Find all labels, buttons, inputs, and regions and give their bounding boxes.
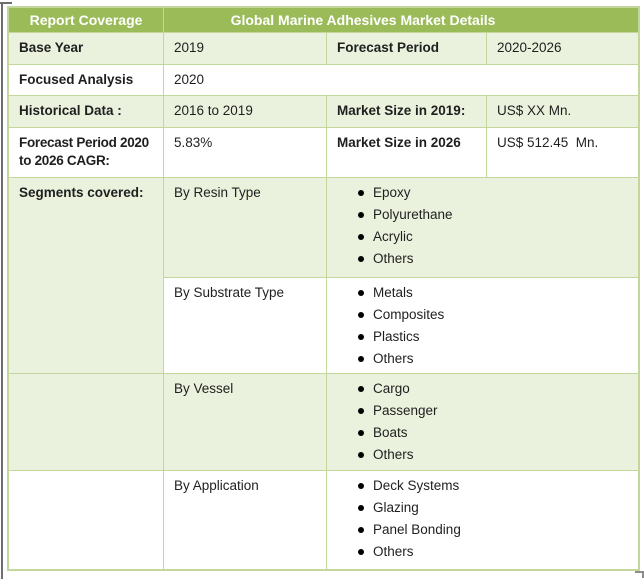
label-segments-covered: Segments covered:	[9, 178, 163, 373]
bullet-item: Panel Bonding	[327, 521, 638, 539]
table-resize-handle-icon	[635, 571, 644, 578]
value-focused-analysis: 2020	[164, 65, 638, 95]
bullet-item: Others	[327, 350, 638, 368]
segment-items-application: Deck Systems Glazing Panel Bonding Other…	[327, 471, 638, 569]
value-base-year: 2019	[164, 33, 326, 64]
bullet-item: Epoxy	[327, 184, 638, 202]
bullet-item: Others	[327, 250, 638, 268]
label-focused-analysis: Focused Analysis	[9, 65, 163, 95]
segments-empty-cell	[9, 374, 163, 470]
bullet-item: Polyurethane	[327, 206, 638, 224]
value-market-size-2026: US$ 512.45 Mn.	[487, 128, 638, 177]
label-forecast-period: Forecast Period	[327, 33, 486, 64]
bullet-item: Metals	[327, 284, 638, 302]
segment-category-vessel: By Vessel	[164, 374, 326, 470]
segment-category-resin-type: By Resin Type	[164, 178, 326, 277]
bullet-item: Deck Systems	[327, 477, 638, 495]
bullet-list: Deck Systems Glazing Panel Bonding Other…	[327, 477, 638, 561]
bullet-item: Others	[327, 446, 638, 464]
bullet-item: Boats	[327, 424, 638, 442]
segment-items-resin-type: Epoxy Polyurethane Acrylic Others	[327, 178, 638, 277]
segment-items-substrate-type: Metals Composites Plastics Others	[327, 278, 638, 373]
page-left-edge-line	[1, 2, 3, 579]
bullet-list: Metals Composites Plastics Others	[327, 284, 638, 368]
value-market-size-2019: US$ XX Mn.	[487, 96, 638, 127]
label-market-size-2019: Market Size in 2019:	[327, 96, 486, 127]
segment-category-application: By Application	[164, 471, 326, 569]
segments-empty-cell	[9, 471, 163, 569]
header-table-title: Global Marine Adhesives Market Details	[164, 8, 638, 32]
bullet-item: Cargo	[327, 380, 638, 398]
bullet-list: Cargo Passenger Boats Others	[327, 380, 638, 464]
value-historical-data: 2016 to 2019	[164, 96, 326, 127]
label-historical-data: Historical Data :	[9, 96, 163, 127]
value-cagr: 5.83%	[164, 128, 326, 177]
segment-items-vessel: Cargo Passenger Boats Others	[327, 374, 638, 470]
value-forecast-period: 2020-2026	[487, 33, 638, 64]
bullet-item: Passenger	[327, 402, 638, 420]
bullet-item: Composites	[327, 306, 638, 324]
header-report-coverage: Report Coverage	[9, 8, 163, 32]
segment-category-substrate-type: By Substrate Type	[164, 278, 326, 373]
bullet-list: Epoxy Polyurethane Acrylic Others	[327, 184, 638, 268]
market-report-table: Report Coverage Global Marine Adhesives …	[7, 6, 640, 571]
label-base-year: Base Year	[9, 33, 163, 64]
page-top-left-tick	[0, 2, 12, 4]
bullet-item: Glazing	[327, 499, 638, 517]
bullet-item: Plastics	[327, 328, 638, 346]
bullet-item: Others	[327, 543, 638, 561]
label-market-size-2026: Market Size in 2026	[327, 128, 486, 177]
label-cagr: Forecast Period 2020 to 2026 CAGR:	[9, 128, 163, 177]
bullet-item: Acrylic	[327, 228, 638, 246]
